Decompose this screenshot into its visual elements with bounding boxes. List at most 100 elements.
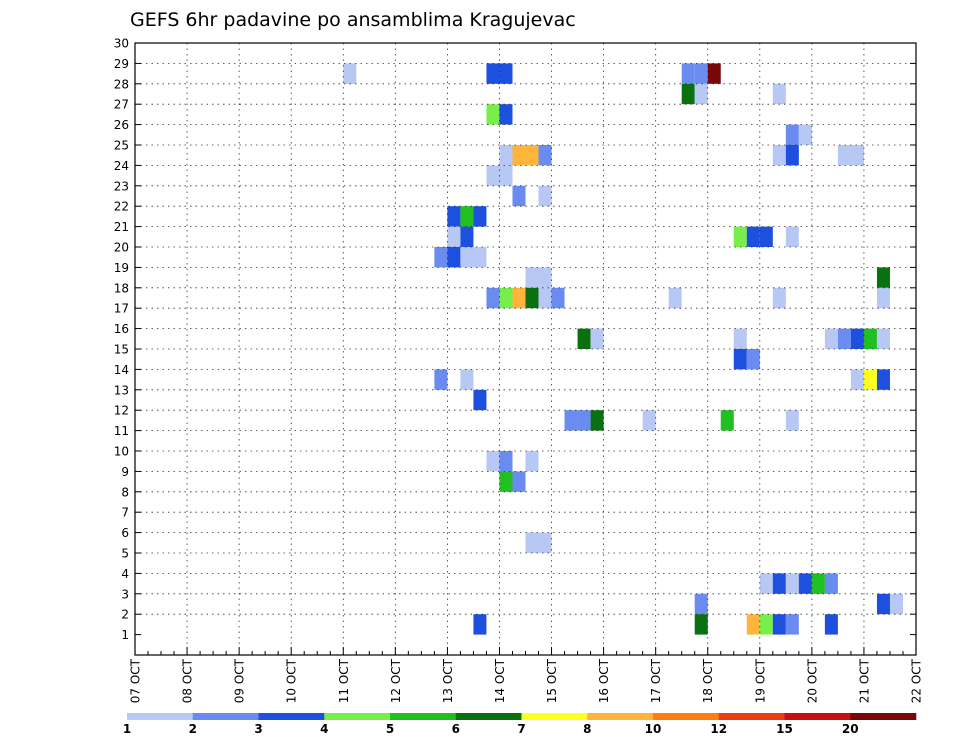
x-tick-label: 20 OCT (805, 658, 819, 703)
heatmap-cells (343, 63, 903, 635)
colorbar-swatch (718, 713, 785, 720)
heatmap-cell (772, 287, 786, 309)
colorbar-label: 3 (254, 722, 262, 736)
heatmap-cell (772, 145, 786, 166)
colorbar-label: 15 (776, 722, 793, 736)
heatmap-cell (486, 104, 500, 125)
heatmap-cell (447, 206, 461, 227)
heatmap-cell (746, 349, 760, 370)
y-tick-label: 22 (114, 200, 129, 214)
y-tick-label: 16 (114, 322, 129, 336)
colorbar-label: 1 (123, 722, 131, 736)
x-tick-label: 08 OCT (181, 658, 195, 703)
y-tick-label: 15 (114, 343, 129, 357)
heatmap-cell (473, 389, 487, 411)
heatmap-cell (824, 328, 838, 349)
heatmap-cell (512, 287, 526, 309)
x-tick-label: 10 OCT (285, 658, 299, 703)
y-tick-label: 23 (114, 179, 129, 193)
colorbar-swatch (521, 713, 588, 720)
heatmap-cell (525, 267, 539, 288)
heatmap-cell (772, 83, 786, 105)
heatmap-cell (486, 287, 500, 309)
heatmap-cell (850, 369, 864, 390)
heatmap-cell (525, 145, 539, 166)
heatmap-cell (538, 185, 552, 207)
heatmap-cell (538, 532, 552, 553)
heatmap-cell (876, 287, 890, 309)
heatmap-cell (694, 614, 708, 635)
heatmap-cell (460, 247, 474, 268)
y-tick-label: 27 (114, 98, 129, 112)
colorbar-swatch (258, 713, 325, 720)
heatmap-cell (733, 226, 747, 247)
heatmap-cell (486, 165, 500, 186)
x-tick-label: 16 OCT (597, 658, 611, 703)
x-tick-label: 21 OCT (857, 658, 871, 703)
x-tick-label: 22 OCT (910, 658, 924, 703)
colorbar-swatch (192, 713, 259, 720)
heatmap-cell (642, 410, 656, 431)
colorbar-label: 12 (710, 722, 727, 736)
heatmap-cell (460, 206, 474, 227)
x-tick-label: 17 OCT (649, 658, 663, 703)
colorbar-label: 8 (583, 722, 591, 736)
y-tick-label: 29 (114, 57, 129, 71)
heatmap-cell (486, 451, 500, 472)
heatmap-cell (499, 287, 513, 309)
y-tick-label: 24 (114, 159, 129, 173)
heatmap-cell (434, 369, 448, 390)
heatmap-cell (720, 410, 734, 431)
heatmap-cell (447, 226, 461, 247)
heatmap-cell (798, 573, 812, 594)
y-tick-label: 19 (114, 261, 129, 275)
heatmap-cell (551, 287, 565, 309)
heatmap-cell (473, 206, 487, 227)
heatmap-cell (837, 328, 851, 349)
heatmap-cell (512, 145, 526, 166)
heatmap-cell (746, 226, 760, 247)
heatmap-cell (434, 247, 448, 268)
y-tick-label: 17 (114, 302, 129, 316)
y-tick-label: 28 (114, 77, 129, 91)
y-tick-label: 4 (121, 567, 129, 581)
heatmap-cell (733, 328, 747, 349)
colorbar-swatch (653, 713, 720, 720)
colorbar: 1 2 3 4 5 6 7 8 10 12 15 20 (123, 713, 917, 736)
colorbar-swatch (850, 713, 917, 720)
colorbar-label: 6 (452, 722, 460, 736)
heatmap-cell (707, 63, 721, 84)
x-axis-ticks: 07 OCT 08 OCT 09 OCT 10 OCT 11 OCT 12 OCT 13 O… (129, 647, 924, 703)
y-tick-label: 26 (114, 118, 129, 132)
heatmap-cell (733, 349, 747, 370)
colorbar-label: 10 (645, 722, 662, 736)
y-axis-ticks: 1234567891011121314151617181920212223242… (114, 37, 916, 642)
colorbar-swatch (784, 713, 851, 720)
heatmap-cell (876, 267, 890, 288)
heatmap-cell (681, 83, 695, 105)
colorbar-swatch (587, 713, 654, 720)
y-tick-label: 9 (121, 465, 129, 479)
y-tick-label: 6 (121, 526, 129, 540)
y-tick-label: 21 (114, 220, 129, 234)
heatmap-cell (798, 124, 812, 145)
y-tick-label: 10 (114, 445, 129, 459)
heatmap-cell (473, 247, 487, 268)
colorbar-swatch (127, 713, 194, 720)
heatmap-cell (590, 410, 604, 431)
heatmap-cell (538, 267, 552, 288)
heatmap-cell (772, 614, 786, 635)
heatmap-cell (876, 593, 890, 615)
heatmap-cell (538, 145, 552, 166)
heatmap-cell (785, 410, 799, 431)
heatmap-cell (525, 287, 539, 309)
y-tick-label: 18 (114, 281, 129, 295)
heatmap-cell (785, 124, 799, 145)
y-tick-label: 20 (114, 241, 129, 255)
heatmap-cell (460, 369, 474, 390)
y-tick-label: 25 (114, 139, 129, 153)
colorbar-swatch (390, 713, 457, 720)
y-tick-label: 12 (114, 404, 129, 418)
x-tick-label: 09 OCT (233, 658, 247, 703)
